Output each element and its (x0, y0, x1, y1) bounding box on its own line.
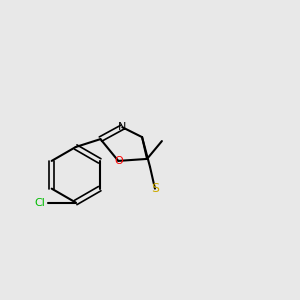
Text: N: N (118, 122, 126, 132)
Text: S: S (151, 182, 159, 195)
Text: Cl: Cl (34, 197, 46, 208)
Text: O: O (114, 156, 123, 166)
